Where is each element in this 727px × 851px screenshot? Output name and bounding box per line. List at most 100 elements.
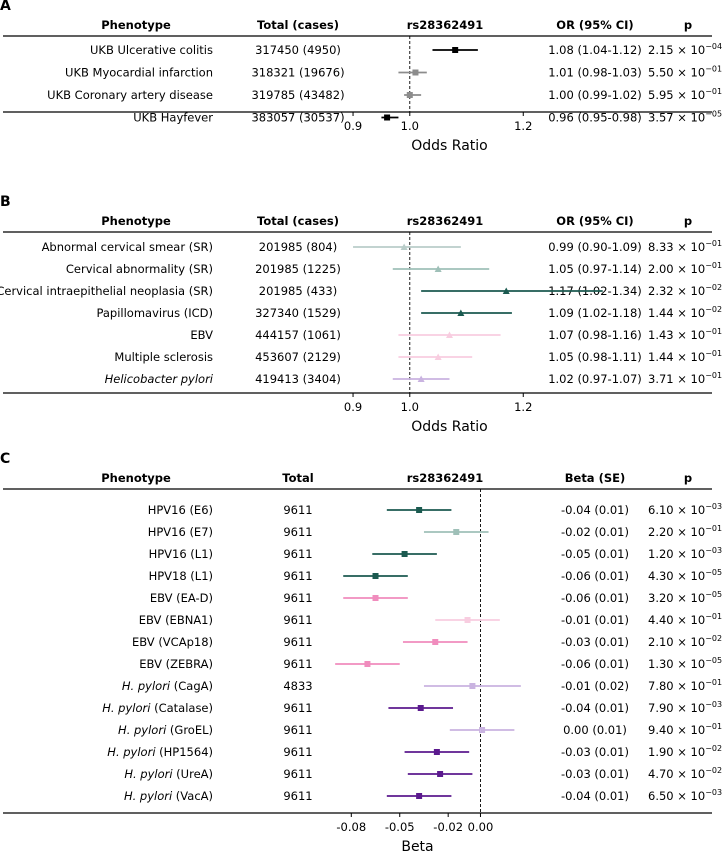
total-value: 319785 (43482) <box>251 88 344 102</box>
header-effect: OR (95% CI) <box>556 214 633 228</box>
p-mantissa: 4.30 <box>648 569 674 583</box>
p-mantissa: 3.20 <box>648 591 674 605</box>
p-value: 2.10 × 10−02 <box>648 634 722 649</box>
p-times: × 10 <box>674 657 706 671</box>
p-value: 2.32 × 10−02 <box>648 283 722 298</box>
p-mantissa: 1.20 <box>648 547 674 561</box>
x-axis-label: Beta <box>401 839 433 851</box>
p-times: × 10 <box>674 262 706 276</box>
effect-value: 1.09 (1.02-1.18) <box>548 306 642 320</box>
effect-value: -0.03 (0.01) <box>561 745 629 759</box>
phenotype-label: UKB Coronary artery disease <box>47 88 213 102</box>
p-exponent: −05 <box>705 590 722 599</box>
x-tick-label: 1.0 <box>401 119 419 133</box>
p-exponent: −03 <box>705 502 722 511</box>
p-exponent: −05 <box>705 568 722 577</box>
p-mantissa: 1.90 <box>648 745 674 759</box>
total-value: 453607 (2129) <box>255 350 341 364</box>
p-exponent: −04 <box>705 42 722 51</box>
point-estimate <box>372 573 379 579</box>
point-estimate <box>464 617 471 623</box>
p-exponent: −01 <box>705 261 722 270</box>
x-axis-label: Odds Ratio <box>411 138 487 154</box>
p-times: × 10 <box>674 547 706 561</box>
phenotype-label: Cervical intraepithelial neoplasia (SR) <box>0 284 213 298</box>
p-exponent: −02 <box>705 634 722 643</box>
header-phenotype: Phenotype <box>101 214 171 228</box>
header-p: p <box>684 18 692 32</box>
point-estimate <box>437 771 444 777</box>
phenotype-label: H. pylori (VacA) <box>124 789 213 803</box>
p-mantissa: 7.90 <box>648 701 674 715</box>
total-value: 9611 <box>283 591 312 605</box>
header-phenotype: Phenotype <box>101 471 171 485</box>
p-value: 7.80 × 10−01 <box>648 678 722 693</box>
point-estimate <box>416 507 423 513</box>
p-value: 1.44 × 10−01 <box>648 349 722 364</box>
effect-value: 0.96 (0.95-0.98) <box>548 111 642 125</box>
x-tick-label: 0.00 <box>468 820 494 834</box>
effect-value: -0.03 (0.01) <box>561 635 629 649</box>
p-times: × 10 <box>674 284 706 298</box>
panel-letter: A <box>0 0 11 14</box>
header-total: Total <box>282 471 313 485</box>
point-estimate <box>412 69 419 76</box>
p-mantissa: 4.70 <box>648 767 674 781</box>
effect-value: 1.01 (0.98-1.03) <box>548 66 642 80</box>
phenotype-label: EBV (EBNA1) <box>139 613 213 627</box>
header-total: Total (cases) <box>257 18 339 32</box>
point-estimate <box>452 47 459 53</box>
point-estimate <box>364 661 371 667</box>
header-phenotype: Phenotype <box>101 18 171 32</box>
p-times: × 10 <box>674 745 706 759</box>
total-value: 419413 (3404) <box>255 372 341 386</box>
effect-value: -0.04 (0.01) <box>561 503 629 517</box>
total-value: 383057 (30537) <box>251 111 344 125</box>
p-times: × 10 <box>674 591 706 605</box>
effect-value: 1.05 (0.98-1.11) <box>548 350 642 364</box>
p-mantissa: 9.40 <box>648 723 674 737</box>
point-estimate <box>401 551 408 557</box>
total-value: 9611 <box>283 789 312 803</box>
phenotype-label: H. pylori (CagA) <box>122 679 213 693</box>
phenotype-label: Papillomavirus (ICD) <box>96 306 213 320</box>
phenotype-label: Helicobacter pylori <box>105 372 214 386</box>
p-exponent: −01 <box>705 65 722 74</box>
p-exponent: −01 <box>705 349 722 358</box>
phenotype-label: H. pylori (GroEL) <box>118 723 213 737</box>
point-estimate <box>372 595 379 601</box>
phenotype-rest: (Catalase) <box>150 701 213 715</box>
p-exponent: −01 <box>705 678 722 687</box>
point-estimate <box>502 287 510 294</box>
p-value: 7.90 × 10−03 <box>648 700 722 715</box>
p-exponent: −02 <box>705 744 722 753</box>
effect-value: 1.07 (0.98-1.16) <box>548 328 642 342</box>
p-times: × 10 <box>674 88 706 102</box>
point-estimate <box>469 683 476 689</box>
p-exponent: −02 <box>705 305 722 314</box>
point-estimate <box>453 529 460 535</box>
p-mantissa: 2.32 <box>648 284 674 298</box>
p-mantissa: 8.33 <box>648 240 674 254</box>
x-tick-label: 0.9 <box>344 119 362 133</box>
phenotype-italic: Helicobacter pylori <box>105 372 214 386</box>
phenotype-label: HPV18 (L1) <box>149 569 213 583</box>
p-times: × 10 <box>674 723 706 737</box>
point-estimate <box>417 375 425 382</box>
p-exponent: −01 <box>705 327 722 336</box>
p-exponent: −01 <box>705 612 722 621</box>
p-value: 1.44 × 10−02 <box>648 305 722 320</box>
effect-value: -0.02 (0.01) <box>561 525 629 539</box>
total-value: 9611 <box>283 701 312 715</box>
point-estimate <box>434 265 442 272</box>
total-value: 9611 <box>283 547 312 561</box>
header-p: p <box>684 214 692 228</box>
p-value: 3.71 × 10−01 <box>648 371 722 386</box>
p-value: 2.15 × 10−04 <box>648 42 722 57</box>
p-value: 4.70 × 10−02 <box>648 766 722 781</box>
x-tick-label: 0.9 <box>344 400 362 414</box>
header-effect: OR (95% CI) <box>556 18 633 32</box>
total-value: 9611 <box>283 503 312 517</box>
point-estimate <box>479 727 486 733</box>
